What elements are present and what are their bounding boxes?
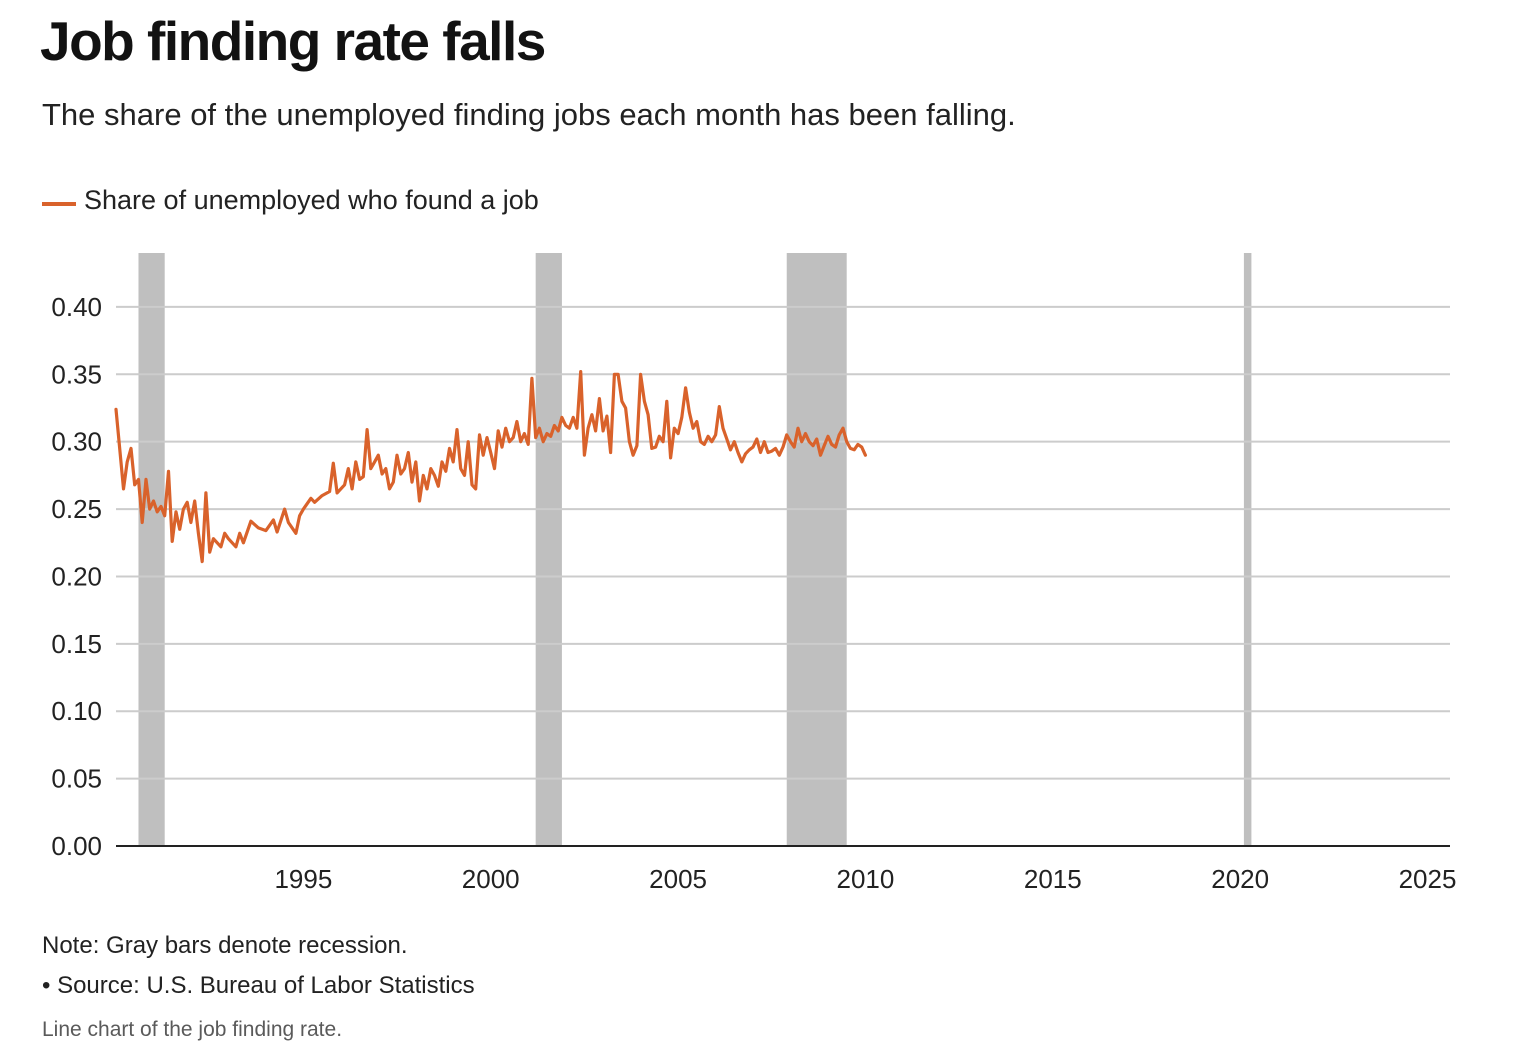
chart-subtitle: The share of the unemployed finding jobs…: [42, 97, 1016, 132]
legend-swatch: [42, 202, 76, 206]
recession-bar-1: [535, 253, 562, 846]
y-tick-label-8: 0.40: [51, 292, 102, 322]
x-tick-label-3: 2010: [837, 864, 895, 894]
alt-text: Line chart of the job finding rate.: [42, 1018, 343, 1041]
recession-bar-3: [1243, 253, 1252, 846]
series-line-0: [114, 370, 867, 564]
chart-source: • Source: U.S. Bureau of Labor Statistic…: [42, 972, 475, 999]
legend: Share of unemployed who found a job: [42, 182, 539, 218]
x-tick-label-4: 2015: [1024, 864, 1082, 894]
y-tick-label-0: 0.00: [51, 831, 102, 861]
x-tick-label-1: 2000: [462, 864, 520, 894]
y-tick-label-2: 0.10: [51, 696, 102, 726]
x-tick-label-6: 2025: [1399, 864, 1457, 894]
x-tick-label-0: 1995: [274, 864, 332, 894]
line-chart: 0.00 0.05 0.10 0.15 0.20 0.25 0.30 0.35 0.40 1995…: [51, 253, 1457, 894]
x-tick-label-2: 2005: [649, 864, 707, 894]
y-tick-label-7: 0.35: [51, 359, 102, 389]
chart-title: Job finding rate falls: [40, 10, 546, 72]
recession-bar-2: [786, 253, 847, 846]
y-tick-label-4: 0.20: [51, 561, 102, 591]
legend-label: Share of unemployed who found a job: [84, 185, 539, 215]
chart-note: Note: Gray bars denote recession.: [42, 932, 408, 959]
x-tick-label-5: 2020: [1211, 864, 1269, 894]
y-tick-label-3: 0.15: [51, 629, 102, 659]
y-tick-label-1: 0.05: [51, 764, 102, 794]
recession-bar-0: [138, 253, 165, 846]
y-tick-label-6: 0.30: [51, 427, 102, 457]
y-tick-label-5: 0.25: [51, 494, 102, 524]
